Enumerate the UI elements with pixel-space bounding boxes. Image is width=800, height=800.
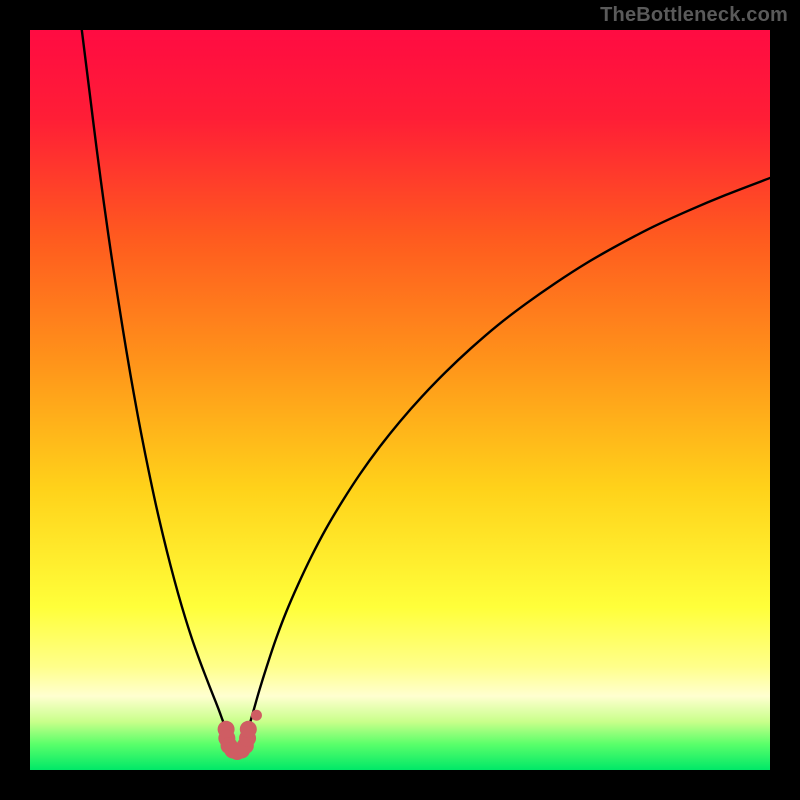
watermark-text: TheBottleneck.com (600, 4, 788, 27)
marker-dot (240, 721, 257, 738)
plot-area (30, 30, 770, 770)
chart-frame: TheBottleneck.com (0, 0, 800, 800)
marker-dot-small (251, 710, 262, 721)
plot-svg (30, 30, 770, 770)
gradient-background (30, 30, 770, 770)
